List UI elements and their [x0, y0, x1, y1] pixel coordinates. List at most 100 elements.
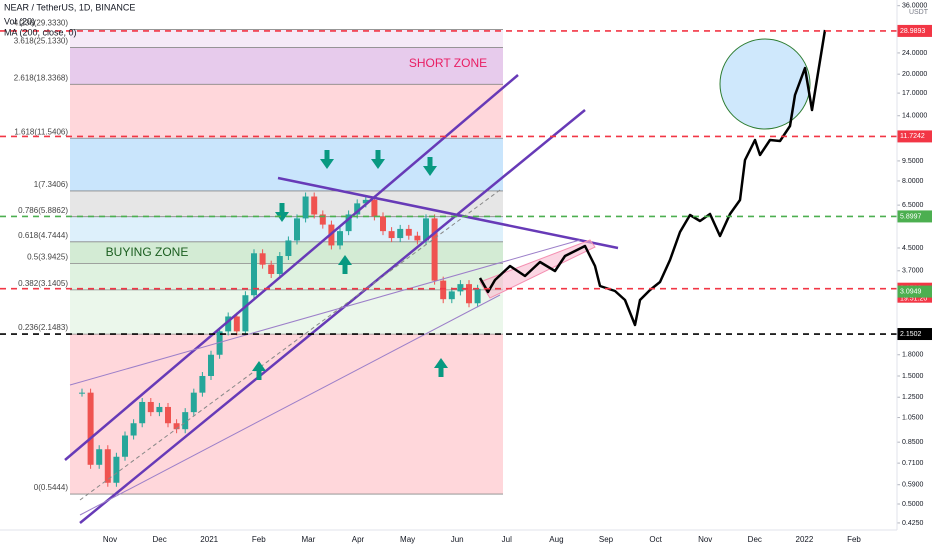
y-tick-label: 1.8000 — [902, 352, 924, 359]
fib-band — [70, 138, 503, 191]
y-tick-label: 1.5000 — [902, 373, 924, 380]
zone-label: SHORT ZONE — [409, 56, 487, 70]
y-tick-label: 0.4250 — [902, 520, 924, 527]
fib-label: 0.382(3.1405) — [18, 279, 68, 288]
candle-body — [233, 316, 240, 332]
candle-body — [380, 216, 386, 232]
fib-label: 0(0.5444) — [34, 483, 69, 492]
price-lines: 28.989311.72425.89973.17302.150219:51:20… — [0, 24, 932, 341]
candle-body — [79, 392, 85, 394]
candle-body — [96, 449, 103, 465]
candle-body — [216, 331, 223, 355]
candle-body — [173, 423, 180, 430]
candle-body — [405, 228, 412, 236]
price-box — [897, 210, 932, 223]
candle-body — [268, 264, 275, 274]
countdown: 19:51:20 — [900, 296, 927, 303]
fib-label: 1.618(11.5406) — [14, 127, 68, 136]
last-label: 3.0949 — [900, 288, 922, 295]
axes: 36.0000 24.0000 20.0000 17.0000 14.0000 9.500… — [103, 3, 928, 545]
y-tick-label: 1.0500 — [902, 414, 924, 421]
candle-body — [302, 196, 309, 219]
trend-line — [79, 294, 501, 516]
fib-label: 0.618(4.7444) — [18, 231, 68, 240]
candle-body — [371, 199, 378, 217]
candle-body — [122, 435, 128, 457]
candle-body — [251, 253, 257, 296]
candle-body — [199, 375, 206, 393]
fib-band — [70, 29, 503, 48]
drawings — [64, 29, 827, 524]
y-tick-label: 17.0000 — [902, 90, 927, 97]
candle-body — [208, 354, 214, 376]
candle-body — [345, 214, 352, 232]
projection-path — [478, 29, 827, 327]
x-tick-label: Apr — [352, 535, 365, 544]
x-tick-label: Aug — [549, 535, 563, 544]
candle-body — [354, 203, 361, 215]
candle-body — [225, 316, 232, 332]
channel-lower — [79, 109, 586, 524]
candle-body — [397, 228, 404, 239]
candle-body — [87, 392, 94, 465]
channel-upper — [64, 74, 519, 461]
y-tick-label: 0.8500 — [902, 439, 924, 446]
x-tick-label: Dec — [748, 535, 762, 544]
trend-line — [69, 239, 581, 386]
candles — [79, 192, 481, 487]
candle-body — [113, 456, 120, 483]
candle-body — [474, 288, 481, 304]
legend-indicator: Vol (20) — [4, 16, 35, 26]
candle-body — [337, 231, 343, 246]
candle-body — [190, 392, 197, 413]
candle-body — [104, 449, 111, 483]
price-box — [897, 328, 932, 341]
fib-band — [70, 263, 503, 290]
candle-body — [182, 412, 189, 430]
candle-body — [294, 218, 300, 241]
candle-body — [466, 284, 472, 304]
y-tick-label: 8.0000 — [902, 178, 924, 185]
candle-body — [139, 401, 146, 424]
resistance-line — [277, 176, 619, 250]
candle-body — [276, 256, 283, 274]
candle-body — [242, 295, 249, 332]
candle-body — [319, 214, 326, 225]
x-tick-label: May — [400, 535, 415, 544]
x-tick-label: 2022 — [796, 535, 814, 544]
candle-body — [285, 240, 292, 257]
y-tick-label: 36.0000 — [902, 3, 927, 10]
x-tick-label: Jul — [502, 535, 512, 544]
y-tick-label: 9.5000 — [902, 158, 924, 165]
fib-band — [70, 47, 503, 85]
countdown-box — [897, 293, 932, 303]
currency: USDT — [909, 9, 929, 16]
fib-band — [70, 289, 503, 335]
y-tick-label: 24.0000 — [902, 50, 927, 57]
y-tick-label: 4.5000 — [902, 245, 924, 252]
fib-band — [70, 84, 503, 139]
candle-body — [156, 406, 163, 413]
trend-line — [79, 189, 501, 501]
legend-indicator: MA (200, close, 0) — [4, 27, 77, 37]
y-tick-label: 20.0000 — [902, 71, 927, 78]
y-tick-label: 0.5000 — [902, 501, 924, 508]
fib-label: 1(7.3406) — [34, 180, 69, 189]
y-tick-label: 0.5900 — [902, 482, 924, 489]
x-tick-label: Mar — [302, 535, 316, 544]
x-tick-label: Feb — [252, 535, 266, 544]
candle-body — [423, 218, 429, 241]
y-tick-label: 1.2500 — [902, 394, 924, 401]
x-tick-label: Nov — [103, 535, 117, 544]
target-circle — [719, 38, 811, 130]
fib-band — [70, 334, 503, 495]
last-box — [897, 285, 932, 298]
price-label: 11.7242 — [900, 133, 925, 140]
fib-label: 0.5(3.9425) — [27, 253, 68, 262]
fib-label: 4.236(29.3330) — [14, 19, 69, 28]
candle-body — [259, 253, 266, 265]
candle-body — [448, 291, 455, 300]
y-tick-label: 6.5000 — [902, 202, 924, 209]
fib-label: 3.618(25.1330) — [14, 37, 69, 46]
candle-body — [414, 235, 421, 241]
